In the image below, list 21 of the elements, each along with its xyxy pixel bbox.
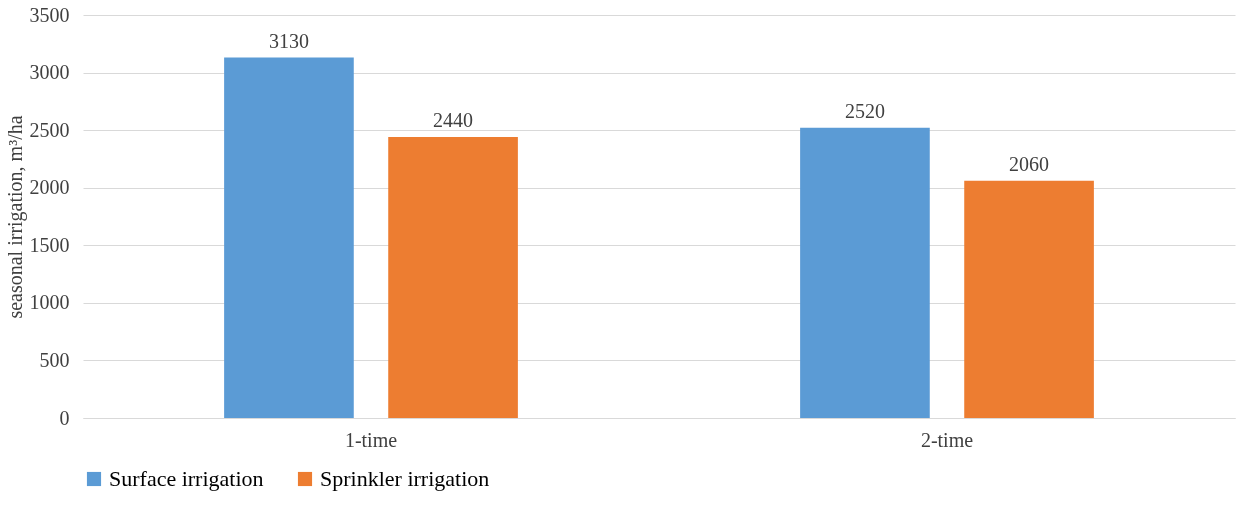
x-tick-label: 2-time — [920, 428, 974, 451]
legend-label: Sprinkler irrigation — [320, 466, 490, 491]
y-tick-label: 3500 — [29, 3, 70, 26]
data-label: 2440 — [433, 109, 474, 132]
y-tick-label: 2000 — [29, 176, 70, 199]
y-tick-label: 1500 — [29, 233, 70, 256]
y-tick-label: 3000 — [29, 61, 70, 84]
legend-label: Surface irrigation — [109, 466, 264, 491]
bar — [964, 180, 1094, 418]
data-label: 2060 — [1009, 152, 1050, 175]
y-tick-label: 1000 — [29, 291, 70, 314]
data-label: 2520 — [844, 99, 885, 122]
y-tick-label: 2500 — [29, 118, 70, 141]
bar — [388, 137, 518, 418]
y-tick-label: 0 — [59, 406, 70, 429]
y-axis-title: seasonal irrigation, m³/ha — [3, 115, 27, 319]
y-tick-label: 500 — [39, 348, 70, 371]
data-label: 3130 — [268, 29, 309, 52]
x-tick-label: 1-time — [344, 428, 398, 451]
bar — [224, 57, 354, 418]
bar — [800, 127, 930, 418]
